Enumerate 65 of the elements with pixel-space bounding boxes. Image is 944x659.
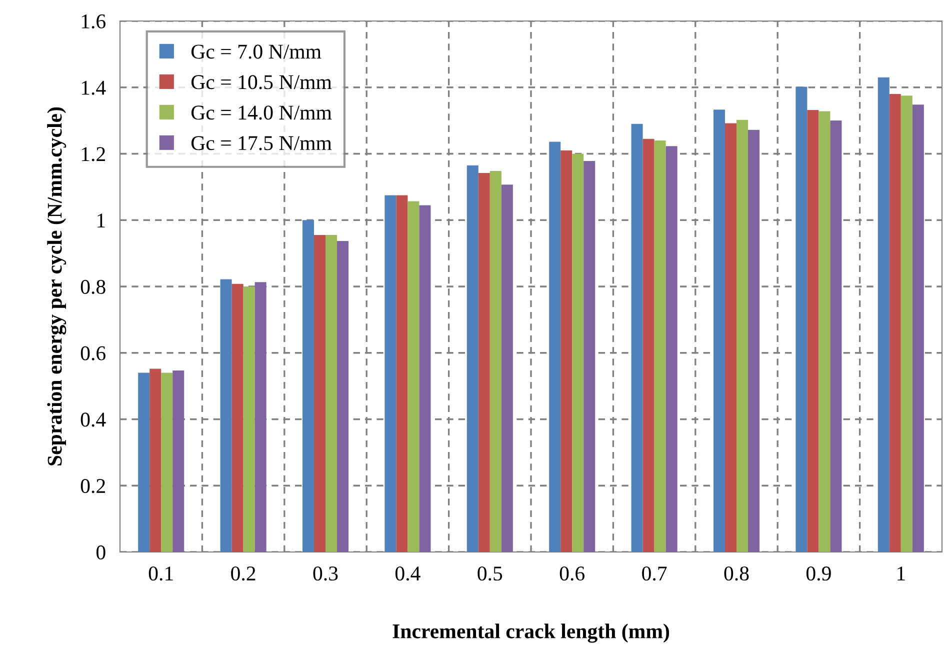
x-tick-label: 0.5 — [478, 566, 502, 581]
bar — [326, 235, 338, 552]
bar — [138, 372, 150, 552]
bar — [490, 171, 502, 552]
bar — [572, 154, 584, 552]
bar — [501, 184, 513, 552]
bar — [302, 220, 314, 552]
bar — [736, 120, 748, 552]
bar — [466, 165, 478, 552]
x-tick-label: 1 — [898, 566, 905, 580]
x-tick-label: 0.6 — [560, 566, 584, 581]
bar — [172, 370, 184, 552]
bar — [584, 161, 596, 552]
bar — [748, 130, 760, 552]
bar — [878, 77, 890, 552]
bar — [337, 241, 349, 552]
bar — [642, 138, 654, 552]
bar — [220, 279, 232, 552]
bar — [243, 286, 255, 552]
legend-label: Gc = 7.0 N/mm — [191, 44, 322, 59]
x-tick-label: 0.7 — [642, 566, 667, 581]
legend-label: Gc = 10.5 N/mm — [191, 75, 332, 90]
bar — [912, 104, 924, 552]
x-tick-label: 0.8 — [724, 566, 749, 581]
bar — [900, 96, 912, 552]
y-tick-label: 0.4 — [80, 412, 106, 427]
bar — [796, 86, 808, 552]
bar — [314, 235, 326, 552]
x-tick-label: 0.4 — [395, 566, 420, 581]
bar — [254, 282, 266, 552]
y-axis-title: Sepration energy per cycle (N/mm.cycle) — [47, 107, 66, 466]
y-tick-label: 0 — [96, 545, 106, 560]
bar — [232, 284, 244, 552]
bar — [830, 120, 842, 552]
legend-label: Gc = 14.0 N/mm — [191, 106, 332, 120]
y-tick-label: 0.8 — [80, 280, 106, 294]
bar — [889, 94, 901, 552]
bar — [818, 111, 830, 552]
bar — [478, 173, 490, 552]
bar — [396, 195, 408, 552]
x-tick-label: 0.1 — [148, 566, 173, 581]
x-tick-label: 0.9 — [806, 566, 831, 581]
y-tick-label: 1.2 — [82, 147, 105, 162]
bar — [384, 195, 396, 552]
bar — [560, 150, 572, 552]
bar — [549, 142, 561, 552]
bar — [419, 205, 431, 552]
bar — [666, 146, 678, 552]
bar — [161, 372, 173, 552]
bar — [631, 124, 643, 552]
y-tick-label: 1 — [98, 214, 105, 228]
y-tick-label: 1.4 — [82, 80, 106, 95]
bar — [150, 368, 162, 552]
bar — [408, 201, 420, 552]
y-tick-label: 1.6 — [82, 14, 106, 29]
bar — [807, 110, 819, 552]
y-tick-label: 0.6 — [80, 346, 106, 360]
legend-label: Gc = 17.5 N/mm — [191, 136, 332, 150]
y-tick-label: 0.2 — [80, 479, 105, 494]
x-tick-label: 0.2 — [231, 566, 256, 581]
x-tick-label: 0.3 — [313, 566, 338, 581]
bar — [654, 140, 666, 552]
bar — [724, 123, 736, 552]
bar — [713, 110, 725, 552]
x-axis-title: Incremental crack length (mm) — [392, 624, 670, 643]
